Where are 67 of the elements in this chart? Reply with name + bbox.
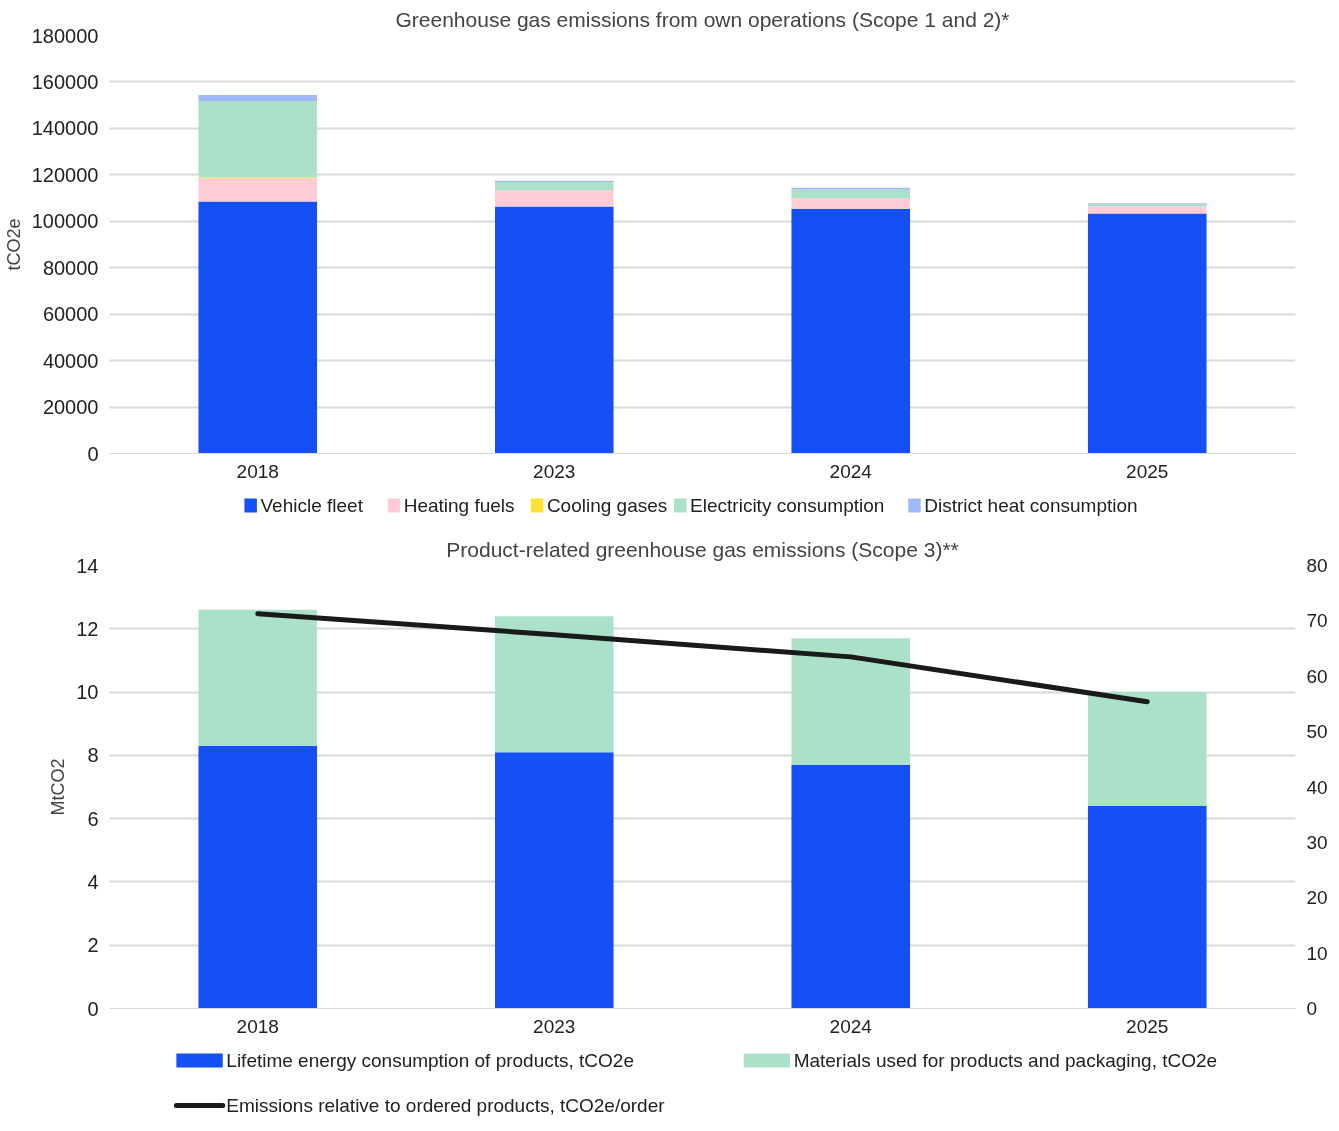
bar — [494, 190, 614, 207]
y-tick-label: 0 — [87, 442, 99, 465]
x-tick-label: 2024 — [829, 460, 873, 482]
y-tick-label: 0 — [87, 997, 99, 1020]
x-tick-label: 2018 — [236, 1015, 279, 1037]
y-tick-label: 4 — [87, 870, 99, 893]
bar — [198, 201, 318, 454]
legend-label: Emissions relative to ordered products, tCO2e/order — [226, 1095, 666, 1116]
y-tick-label: 12 — [76, 617, 99, 640]
y-tick-label: 120000 — [31, 163, 99, 186]
bar — [494, 182, 614, 191]
y2-tick-label: 0 — [1306, 998, 1318, 1019]
x-tick-label: 2023 — [533, 1015, 576, 1037]
bar — [198, 94, 318, 102]
legend-label: Electricity consumption — [690, 495, 885, 516]
y-tick-label: 100000 — [31, 210, 99, 233]
legend-label: Materials used for products and packaging, tCO2e — [793, 1050, 1218, 1071]
bar — [791, 638, 911, 765]
legend-label: Heating fuels — [403, 495, 515, 516]
legend-label: Vehicle fleet — [260, 495, 364, 516]
y-tick-label: 10 — [76, 681, 99, 704]
chart-title: Greenhouse gas emissions from own operations (Scope 1 and 2)* — [395, 7, 1010, 31]
x-tick-label: 2025 — [1126, 460, 1169, 482]
y-tick-label: 140000 — [31, 117, 99, 140]
y-tick-label: 6 — [87, 807, 99, 830]
bar — [198, 178, 318, 202]
bar — [791, 764, 911, 1009]
x-tick-label: 2025 — [1126, 1015, 1169, 1037]
bar — [198, 609, 318, 746]
x-tick-label: 2018 — [236, 460, 279, 482]
y-tick-label: 60000 — [42, 303, 99, 326]
y-axis-title: MtCO2 — [48, 758, 69, 816]
bar — [1087, 206, 1207, 214]
legend-label: Cooling gases — [546, 495, 668, 516]
bar — [791, 208, 911, 454]
y-tick-label: 20000 — [42, 396, 99, 419]
chart-title: Product-related greenhouse gas emissions (Scope 3)** — [446, 537, 959, 561]
y2-tick-label: 70 — [1306, 610, 1328, 632]
y2-tick-label: 10 — [1306, 942, 1328, 964]
bar — [1087, 213, 1207, 454]
bar — [198, 101, 318, 178]
bar — [1087, 805, 1207, 1009]
bar — [791, 189, 911, 199]
y2-tick-label: 80 — [1306, 555, 1328, 576]
y-tick-label: 2 — [87, 934, 99, 957]
y2-tick-label: 50 — [1306, 721, 1328, 743]
y-tick-label: 80000 — [42, 256, 99, 279]
y2-tick-label: 30 — [1306, 831, 1328, 853]
legend-label: Lifetime energy consumption of products, tCO2e — [226, 1050, 634, 1071]
y2-tick-label: 20 — [1306, 887, 1328, 909]
x-tick-label: 2024 — [829, 1015, 873, 1037]
y2-tick-label: 60 — [1306, 665, 1328, 687]
y-tick-label: 8 — [87, 744, 99, 767]
bar — [494, 206, 614, 454]
x-tick-label: 2023 — [533, 460, 576, 482]
y-tick-label: 40000 — [42, 349, 99, 372]
bar — [791, 198, 911, 209]
y-tick-label: 180000 — [31, 24, 99, 47]
y-tick-label: 14 — [76, 554, 99, 577]
bar — [1087, 692, 1207, 806]
bar — [494, 752, 614, 1009]
y-tick-label: 160000 — [31, 70, 99, 93]
y-axis-title: tCO2e — [3, 218, 24, 271]
bar — [494, 616, 614, 753]
y2-tick-label: 40 — [1306, 776, 1328, 798]
legend-label: District heat consumption — [924, 495, 1138, 516]
bar — [198, 745, 318, 1009]
